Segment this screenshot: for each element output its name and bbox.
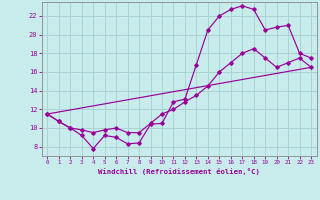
X-axis label: Windchill (Refroidissement éolien,°C): Windchill (Refroidissement éolien,°C) [98,168,260,175]
